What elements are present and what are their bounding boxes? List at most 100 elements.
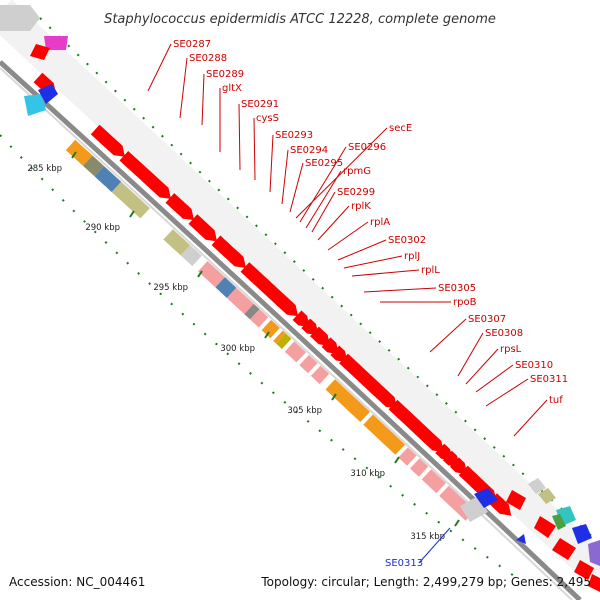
gene-label[interactable]: SE0289 bbox=[206, 69, 244, 80]
gene-label[interactable]: SE0313 bbox=[385, 558, 423, 569]
leader-line bbox=[281, 149, 289, 205]
leader-line bbox=[317, 205, 350, 241]
feature-purple-br bbox=[588, 540, 600, 566]
leader-line bbox=[269, 134, 274, 193]
outer-feature-2 bbox=[94, 166, 122, 193]
gene-label[interactable]: SE0308 bbox=[485, 328, 523, 339]
inner-cds-21 bbox=[450, 457, 468, 475]
map-title: Staphylococcus epidermidis ATCC 12228, c… bbox=[104, 12, 496, 27]
outer-feature-8 bbox=[226, 287, 254, 315]
tick-label: 305 kbp bbox=[287, 406, 322, 416]
leader-line bbox=[343, 255, 403, 269]
tick-mark bbox=[197, 270, 203, 278]
outer-feature-9 bbox=[244, 303, 260, 320]
gene-label[interactable]: SE0299 bbox=[337, 187, 375, 198]
feature-red-br-4 bbox=[574, 560, 594, 580]
genome-backbone bbox=[0, 60, 582, 600]
leader-line bbox=[513, 399, 548, 437]
inner-cds-14 bbox=[321, 337, 339, 355]
inner-cds-2 bbox=[102, 135, 125, 157]
leader-line bbox=[465, 348, 499, 385]
feature-red-br-5 bbox=[588, 574, 600, 592]
outer-feature-13 bbox=[276, 333, 292, 349]
outer-feature-4 bbox=[163, 229, 191, 256]
leader-line bbox=[179, 57, 188, 119]
outer-feature-5 bbox=[180, 245, 202, 267]
gene-label[interactable]: SE0302 bbox=[388, 235, 426, 246]
outer-feature-10 bbox=[250, 309, 269, 328]
outer-feature-12 bbox=[273, 330, 286, 344]
outer-feature-21 bbox=[421, 469, 446, 494]
gene-label[interactable]: SE0288 bbox=[189, 53, 227, 64]
outer-feature-11 bbox=[261, 319, 280, 339]
gene-label[interactable]: rplA bbox=[370, 217, 390, 228]
inner-cds-17 bbox=[344, 359, 398, 409]
genome-backbone-inner bbox=[0, 67, 573, 600]
inner-cds-13 bbox=[310, 326, 331, 346]
gene-label[interactable]: SE0291 bbox=[241, 99, 279, 110]
feature-red-br-3 bbox=[552, 538, 576, 560]
leader-line bbox=[429, 318, 467, 353]
inner-cds-4 bbox=[165, 193, 195, 221]
gene-label[interactable]: rplL bbox=[421, 265, 440, 276]
leader-line bbox=[327, 221, 369, 251]
gene-labels: SE0287 SE0288 SE0289 gltX SE0291 cysS SE0293 SE… bbox=[147, 39, 568, 569]
accession-text: Accession: NC_004461 bbox=[9, 575, 145, 589]
feature-cyan bbox=[24, 94, 46, 116]
leader-line bbox=[363, 287, 437, 293]
leader-line bbox=[299, 146, 347, 223]
tick-label: 315 kbp bbox=[410, 532, 445, 542]
outer-feature-18 bbox=[363, 414, 405, 455]
feature-red-br-1 bbox=[506, 490, 526, 510]
tick-mark bbox=[71, 151, 77, 159]
outer-strand-features bbox=[65, 139, 476, 521]
outer-feature-20 bbox=[410, 458, 429, 477]
leader-line bbox=[305, 170, 342, 229]
feature-blue-top bbox=[38, 84, 58, 104]
gene-label[interactable]: rpmG bbox=[343, 166, 371, 177]
gene-label[interactable]: SE0305 bbox=[438, 283, 476, 294]
inner-cds-12 bbox=[301, 318, 319, 336]
inner-cds-15 bbox=[330, 345, 348, 363]
inner-cds-18 bbox=[388, 399, 444, 453]
gene-label[interactable]: rplK bbox=[351, 201, 371, 212]
feature-red-br-2 bbox=[534, 516, 556, 538]
gene-label[interactable]: SE0294 bbox=[290, 145, 328, 156]
gene-label[interactable]: rpoB bbox=[453, 297, 477, 308]
gene-label[interactable]: cysS bbox=[256, 113, 279, 124]
inner-cds-6 bbox=[211, 235, 246, 268]
gene-label[interactable]: SE0293 bbox=[275, 130, 313, 141]
leader-line bbox=[289, 162, 304, 213]
leader-line bbox=[311, 191, 336, 233]
gene-label[interactable]: rpsL bbox=[500, 344, 522, 355]
feature-olive-br bbox=[538, 488, 556, 504]
outer-feature-16 bbox=[310, 365, 330, 385]
gene-label[interactable]: gltX bbox=[222, 83, 242, 94]
gene-label[interactable]: tuf bbox=[549, 395, 563, 406]
feature-red-small bbox=[30, 44, 50, 60]
outer-feature-0 bbox=[65, 139, 93, 166]
gene-label[interactable]: SE0310 bbox=[515, 360, 553, 371]
tick-label: 285 kbp bbox=[27, 164, 62, 174]
tick-mark bbox=[129, 210, 135, 218]
leader-line bbox=[147, 43, 172, 92]
feature-gray-top bbox=[0, 5, 40, 31]
gene-label[interactable]: SE0311 bbox=[530, 374, 568, 385]
leader-line bbox=[201, 73, 205, 126]
feature-gray-br bbox=[528, 478, 546, 494]
gene-label[interactable]: SE0287 bbox=[173, 39, 211, 50]
outer-feature-19 bbox=[398, 447, 417, 466]
inner-cds-5 bbox=[188, 214, 218, 242]
leader-line bbox=[457, 332, 484, 377]
misc-features bbox=[0, 5, 600, 592]
gene-label[interactable]: secE bbox=[389, 123, 412, 134]
gene-label[interactable]: SE0295 bbox=[305, 158, 343, 169]
topology-text: Topology: circular; Length: 2,499,279 bp… bbox=[260, 575, 591, 589]
inner-strand-features bbox=[33, 72, 512, 516]
gene-label[interactable]: rplJ bbox=[404, 251, 420, 262]
outer-feature-7 bbox=[215, 277, 237, 298]
gene-label[interactable]: SE0296 bbox=[348, 142, 386, 153]
gene-label[interactable]: SE0307 bbox=[468, 314, 506, 325]
leader-line bbox=[418, 527, 451, 564]
